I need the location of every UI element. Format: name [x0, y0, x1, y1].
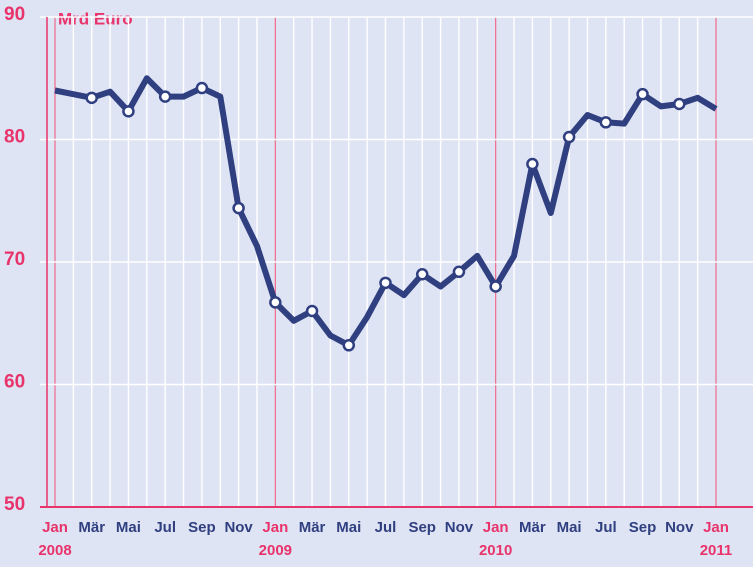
data-point	[526, 157, 539, 171]
data-point	[562, 130, 576, 144]
x-tick-label: Jan	[703, 519, 729, 536]
year-label: 2009	[259, 542, 292, 559]
x-tick-label: Nov	[445, 519, 474, 536]
x-tick-label: Sep	[408, 519, 436, 536]
data-point	[673, 97, 686, 111]
year-label: 2008	[38, 542, 71, 559]
x-tick-label: Mär	[519, 519, 546, 536]
y-tick-label: 90	[4, 4, 25, 25]
x-tick-label: Sep	[629, 519, 657, 536]
data-point	[122, 105, 135, 118]
x-tick-label: Nov	[224, 519, 253, 536]
data-point	[342, 339, 356, 352]
data-point	[269, 296, 282, 309]
x-tick-label: Jan	[42, 519, 68, 536]
data-point	[195, 81, 209, 95]
data-point	[379, 276, 392, 290]
x-tick-label: Mär	[299, 519, 326, 536]
x-tick-label: Sep	[188, 519, 216, 536]
x-tick-label: Jan	[262, 519, 288, 536]
data-point	[452, 265, 466, 279]
data-point	[305, 304, 319, 318]
data-point	[599, 116, 613, 129]
year-label: 2010	[479, 542, 512, 559]
x-tick-label: Jul	[154, 519, 176, 536]
data-point	[232, 201, 245, 215]
x-tick-label: Jul	[595, 519, 617, 536]
data-point	[489, 280, 502, 293]
y-tick-label: 80	[4, 127, 25, 148]
y-axis-label: Mrd Euro	[58, 9, 133, 28]
y-tick-label: 50	[4, 494, 25, 515]
x-tick-label: Jul	[375, 519, 397, 536]
x-tick-label: Nov	[665, 519, 694, 536]
year-label: 2011	[700, 542, 733, 559]
y-tick-label: 60	[4, 372, 25, 393]
x-tick-label: Mai	[336, 519, 361, 536]
data-point	[636, 87, 649, 101]
data-point	[415, 268, 429, 281]
data-point	[85, 91, 98, 105]
x-tick-label: Mai	[116, 519, 141, 536]
data-point	[158, 90, 172, 103]
x-tick-label: Mai	[557, 519, 582, 536]
x-tick-label: Jan	[483, 519, 509, 536]
x-tick-label: Mär	[78, 519, 105, 536]
y-tick-label: 70	[4, 249, 25, 270]
